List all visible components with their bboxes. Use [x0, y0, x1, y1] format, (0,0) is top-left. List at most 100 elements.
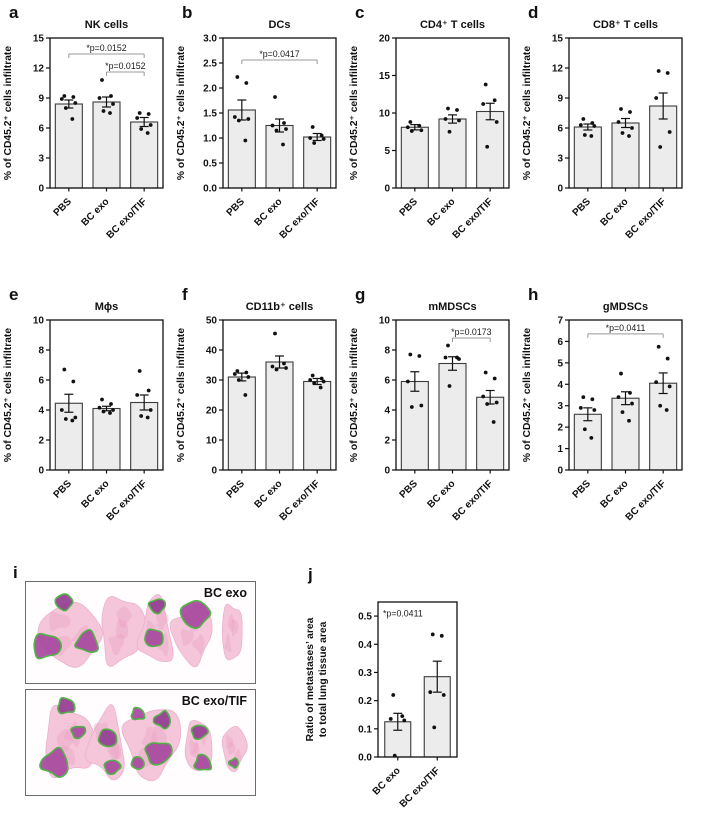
svg-text:0.4: 0.4 [358, 640, 372, 651]
y-axis-label-line: to total lung tissue area [318, 621, 329, 737]
y-axis-ticks: 0 1 2 3 4 5 6 7 [557, 316, 569, 477]
svg-text:9: 9 [557, 94, 563, 105]
svg-text:0: 0 [557, 184, 563, 195]
y-axis-label-line: Ratio of metastases’ area [305, 617, 316, 741]
bar [303, 380, 332, 471]
svg-text:PBS: PBS [571, 196, 594, 219]
error-bars [237, 99, 322, 142]
panel-letter-a: a [9, 3, 19, 22]
figure-row-2: e Mϕs % of CD45.2⁺ cells infiltrate 0 2 4 6 8 1… [0, 286, 704, 530]
svg-text:0.2: 0.2 [358, 696, 372, 707]
svg-text:BC exo: BC exo [598, 478, 630, 510]
bar [476, 110, 505, 189]
svg-text:BC exo: BC exo [425, 196, 457, 228]
bars [400, 362, 505, 471]
figure-row-3: i BC exo BC exo/TIF j Ratio of metastase… [0, 558, 704, 813]
chart-title: Mϕs [95, 301, 119, 313]
bar [438, 118, 467, 189]
svg-text:15: 15 [379, 71, 391, 82]
bar [611, 397, 640, 471]
svg-text:6: 6 [38, 376, 44, 387]
svg-text:0: 0 [38, 466, 44, 477]
svg-text:0: 0 [384, 184, 390, 195]
svg-text:PBS: PBS [225, 196, 248, 219]
chart-title: CD8⁺ T cells [593, 19, 658, 31]
histology-label-bc-exo: BC exo [203, 586, 247, 600]
svg-text:30: 30 [206, 376, 218, 387]
svg-text:7: 7 [557, 316, 563, 327]
bar-chart-cd4-t-cells: CD4⁺ T cells % of CD45.2⁺ cells infiltrat… [349, 19, 510, 241]
figure-row-1: a NK cells % of CD45.2⁺ cells infiltrate 0… [0, 4, 704, 248]
y-axis-ticks: 0 10 20 30 40 50 [206, 316, 223, 477]
panel-a-nk-cells: a NK cells % of CD45.2⁺ cells infiltrate 0… [0, 4, 173, 248]
svg-text:3.0: 3.0 [203, 34, 217, 45]
svg-text:0.5: 0.5 [358, 612, 372, 623]
panel-letter-c: c [355, 3, 365, 22]
svg-text:BC exo/TIF: BC exo/TIF [624, 196, 669, 241]
bars [227, 109, 332, 189]
data-points [405, 343, 499, 424]
svg-text:BC exo/TIF: BC exo/TIF [624, 478, 669, 523]
panel-g-mmdscs: g mMDSCs % of CD45.2⁺ cells infiltrate 0 2 4… [346, 286, 519, 530]
svg-text:*p=0.0152: *p=0.0152 [105, 61, 145, 71]
svg-text:0.5: 0.5 [203, 159, 217, 170]
panel-letter-f: f [182, 285, 188, 304]
svg-text:BC exo/TIF: BC exo/TIF [451, 478, 496, 523]
svg-text:0.0: 0.0 [358, 753, 372, 764]
panel-c-cd4-t-cells: c CD4⁺ T cells % of CD45.2⁺ cells infiltr… [346, 4, 519, 248]
error-bars [64, 393, 149, 413]
bar [400, 380, 429, 471]
panel-b-dcs: b DCs % of CD45.2⁺ cells infiltrate 0.0 0.5… [173, 4, 346, 248]
svg-text:PBS: PBS [52, 196, 75, 219]
y-axis-ticks: 0 3 6 9 12 15 [33, 34, 50, 195]
svg-text:BC exo: BC exo [425, 478, 457, 510]
bar [611, 122, 640, 189]
bar [303, 136, 332, 189]
bar [265, 361, 294, 471]
svg-text:*p=0.0417: *p=0.0417 [259, 49, 299, 59]
panel-i-histology: i BC exo BC exo/TIF [13, 558, 270, 796]
svg-text:3: 3 [557, 401, 563, 412]
svg-text:2: 2 [384, 436, 390, 447]
y-axis-ticks: 0.0 0.5 1.0 1.5 2.0 2.5 3.0 [203, 34, 223, 195]
bar [265, 124, 294, 189]
y-axis-ticks: 0 2 4 6 8 10 [33, 316, 50, 477]
svg-text:BC exo/TIF: BC exo/TIF [105, 478, 150, 523]
svg-text:PBS: PBS [398, 478, 421, 501]
svg-text:50: 50 [206, 316, 218, 327]
svg-text:10: 10 [379, 109, 391, 120]
svg-text:10: 10 [33, 316, 45, 327]
svg-text:2.0: 2.0 [203, 84, 217, 95]
panel-letter-h: h [528, 285, 539, 304]
y-axis-ticks: 0 5 10 15 20 [379, 34, 396, 195]
bar-chart-macrophages: Mϕs % of CD45.2⁺ cells infiltrate 0 2 4 6 8 10 P… [3, 301, 164, 523]
bars [54, 101, 159, 189]
significance-bracket: *p=0.0152 [68, 43, 145, 58]
bar [227, 376, 256, 471]
bar [130, 121, 159, 189]
error-bars [64, 96, 149, 128]
panel-letter-d: d [528, 3, 539, 22]
svg-text:8: 8 [384, 346, 390, 357]
bar-chart-cd8-t-cells: CD8⁺ T cells % of CD45.2⁺ cells infiltrat… [522, 19, 683, 241]
bar [54, 402, 83, 471]
metastasis-regions [33, 593, 212, 660]
y-axis-label: % of CD45.2⁺ cells infiltrate [3, 46, 14, 180]
svg-text:4: 4 [38, 406, 44, 417]
svg-text:6: 6 [557, 124, 563, 135]
chart-title: NK cells [85, 19, 128, 31]
significance-bracket: *p=0.0152 [105, 61, 146, 76]
data-points [232, 75, 326, 147]
svg-text:1: 1 [557, 444, 563, 455]
svg-text:BC exo: BC exo [371, 765, 403, 797]
y-axis-ticks: 0.0 0.1 0.2 0.3 0.4 0.5 [358, 612, 378, 764]
bars [227, 361, 332, 471]
svg-text:9: 9 [38, 94, 44, 105]
panel-h-gmdscs: h gMDSCs % of CD45.2⁺ cells infiltrate 0 1 2… [519, 286, 692, 530]
panel-letter-e: e [9, 285, 19, 304]
y-axis-label: % of CD45.2⁺ cells infiltrate [3, 328, 14, 462]
